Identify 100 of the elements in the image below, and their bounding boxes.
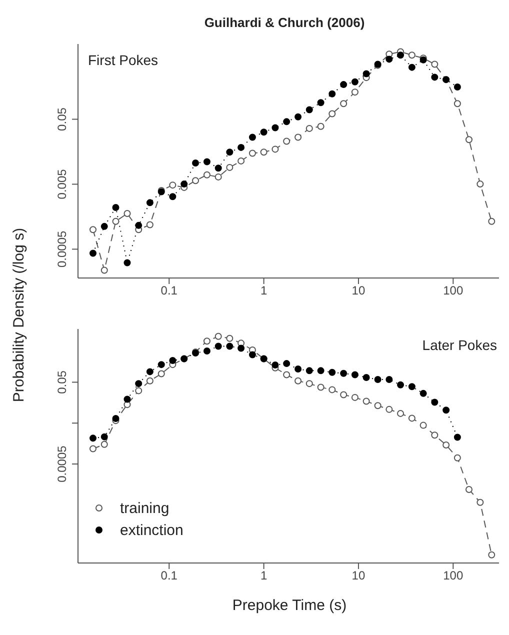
point [351, 371, 358, 378]
annotation: Later Pokes [422, 337, 497, 353]
point [124, 259, 131, 266]
point [374, 376, 382, 384]
point [386, 376, 393, 384]
point [214, 332, 222, 340]
point [90, 226, 97, 234]
point [158, 361, 165, 368]
point [238, 157, 245, 164]
point [226, 164, 234, 171]
point [100, 266, 108, 274]
point [294, 377, 302, 384]
y-tick-label: 0.0005 [55, 230, 69, 268]
point [431, 74, 438, 81]
point [431, 60, 438, 68]
point [454, 83, 461, 90]
point [351, 78, 358, 86]
legend-label: training [120, 500, 170, 516]
point [272, 146, 279, 153]
point [203, 347, 210, 354]
point [420, 390, 427, 397]
point [203, 158, 210, 166]
point [100, 440, 108, 448]
point [431, 398, 438, 406]
x-axis-title: Prepoke Time (s) [231, 597, 348, 614]
point [146, 377, 154, 384]
point [248, 351, 256, 358]
point [351, 88, 358, 96]
point [328, 368, 336, 376]
point [408, 414, 416, 422]
point [214, 173, 222, 180]
point [454, 454, 461, 462]
point [226, 148, 234, 156]
point [248, 150, 256, 157]
point [135, 222, 142, 229]
point [248, 134, 256, 141]
point [431, 432, 438, 439]
point [306, 124, 313, 132]
point [454, 100, 461, 108]
point [283, 371, 290, 378]
point [112, 218, 120, 225]
point [169, 356, 176, 364]
point [90, 250, 97, 257]
point [124, 396, 131, 403]
point [374, 402, 382, 410]
point [272, 124, 279, 132]
y-axis-title: Probability Density (/log s) [10, 228, 28, 402]
point [408, 383, 416, 390]
point [272, 361, 279, 368]
x-tick-label: 1 [260, 284, 268, 298]
point [226, 342, 234, 350]
point [442, 406, 450, 414]
chart-title: Guilhardi & Church (2006) [203, 14, 366, 32]
point [169, 182, 176, 189]
x-tick-label: 100 [443, 568, 464, 583]
point [135, 387, 142, 394]
point [90, 434, 97, 442]
point [283, 138, 290, 145]
y-tick-label: 0.05 [55, 370, 69, 394]
point [306, 367, 313, 374]
point [90, 445, 97, 452]
x-tick-label: 10 [352, 284, 366, 298]
point [488, 551, 496, 558]
point [362, 70, 370, 78]
point [476, 180, 484, 188]
point [306, 380, 313, 388]
point [476, 498, 484, 506]
point [328, 90, 336, 98]
point [317, 384, 324, 391]
point [351, 394, 358, 401]
point [283, 118, 290, 126]
point [135, 380, 142, 388]
point [294, 134, 302, 141]
point [386, 406, 393, 413]
point [340, 100, 348, 108]
point [328, 386, 336, 394]
point [112, 204, 120, 212]
point [442, 441, 450, 448]
point [454, 434, 461, 441]
point [408, 64, 416, 71]
point [238, 344, 245, 352]
point [124, 210, 131, 218]
point [238, 144, 245, 151]
point [340, 391, 348, 398]
point [306, 106, 313, 114]
point [203, 338, 210, 345]
point [260, 128, 268, 136]
point [169, 193, 176, 200]
point [283, 360, 290, 368]
y-tick-label: 0.0005 [55, 445, 69, 482]
point [408, 52, 416, 59]
x-tick-label: 10 [352, 568, 366, 583]
point [180, 180, 188, 188]
point [214, 342, 222, 350]
point [158, 370, 165, 378]
y-tick-label: 0.05 [55, 107, 69, 131]
point [397, 381, 404, 388]
point [465, 136, 472, 144]
point [214, 164, 222, 172]
point [386, 56, 393, 63]
